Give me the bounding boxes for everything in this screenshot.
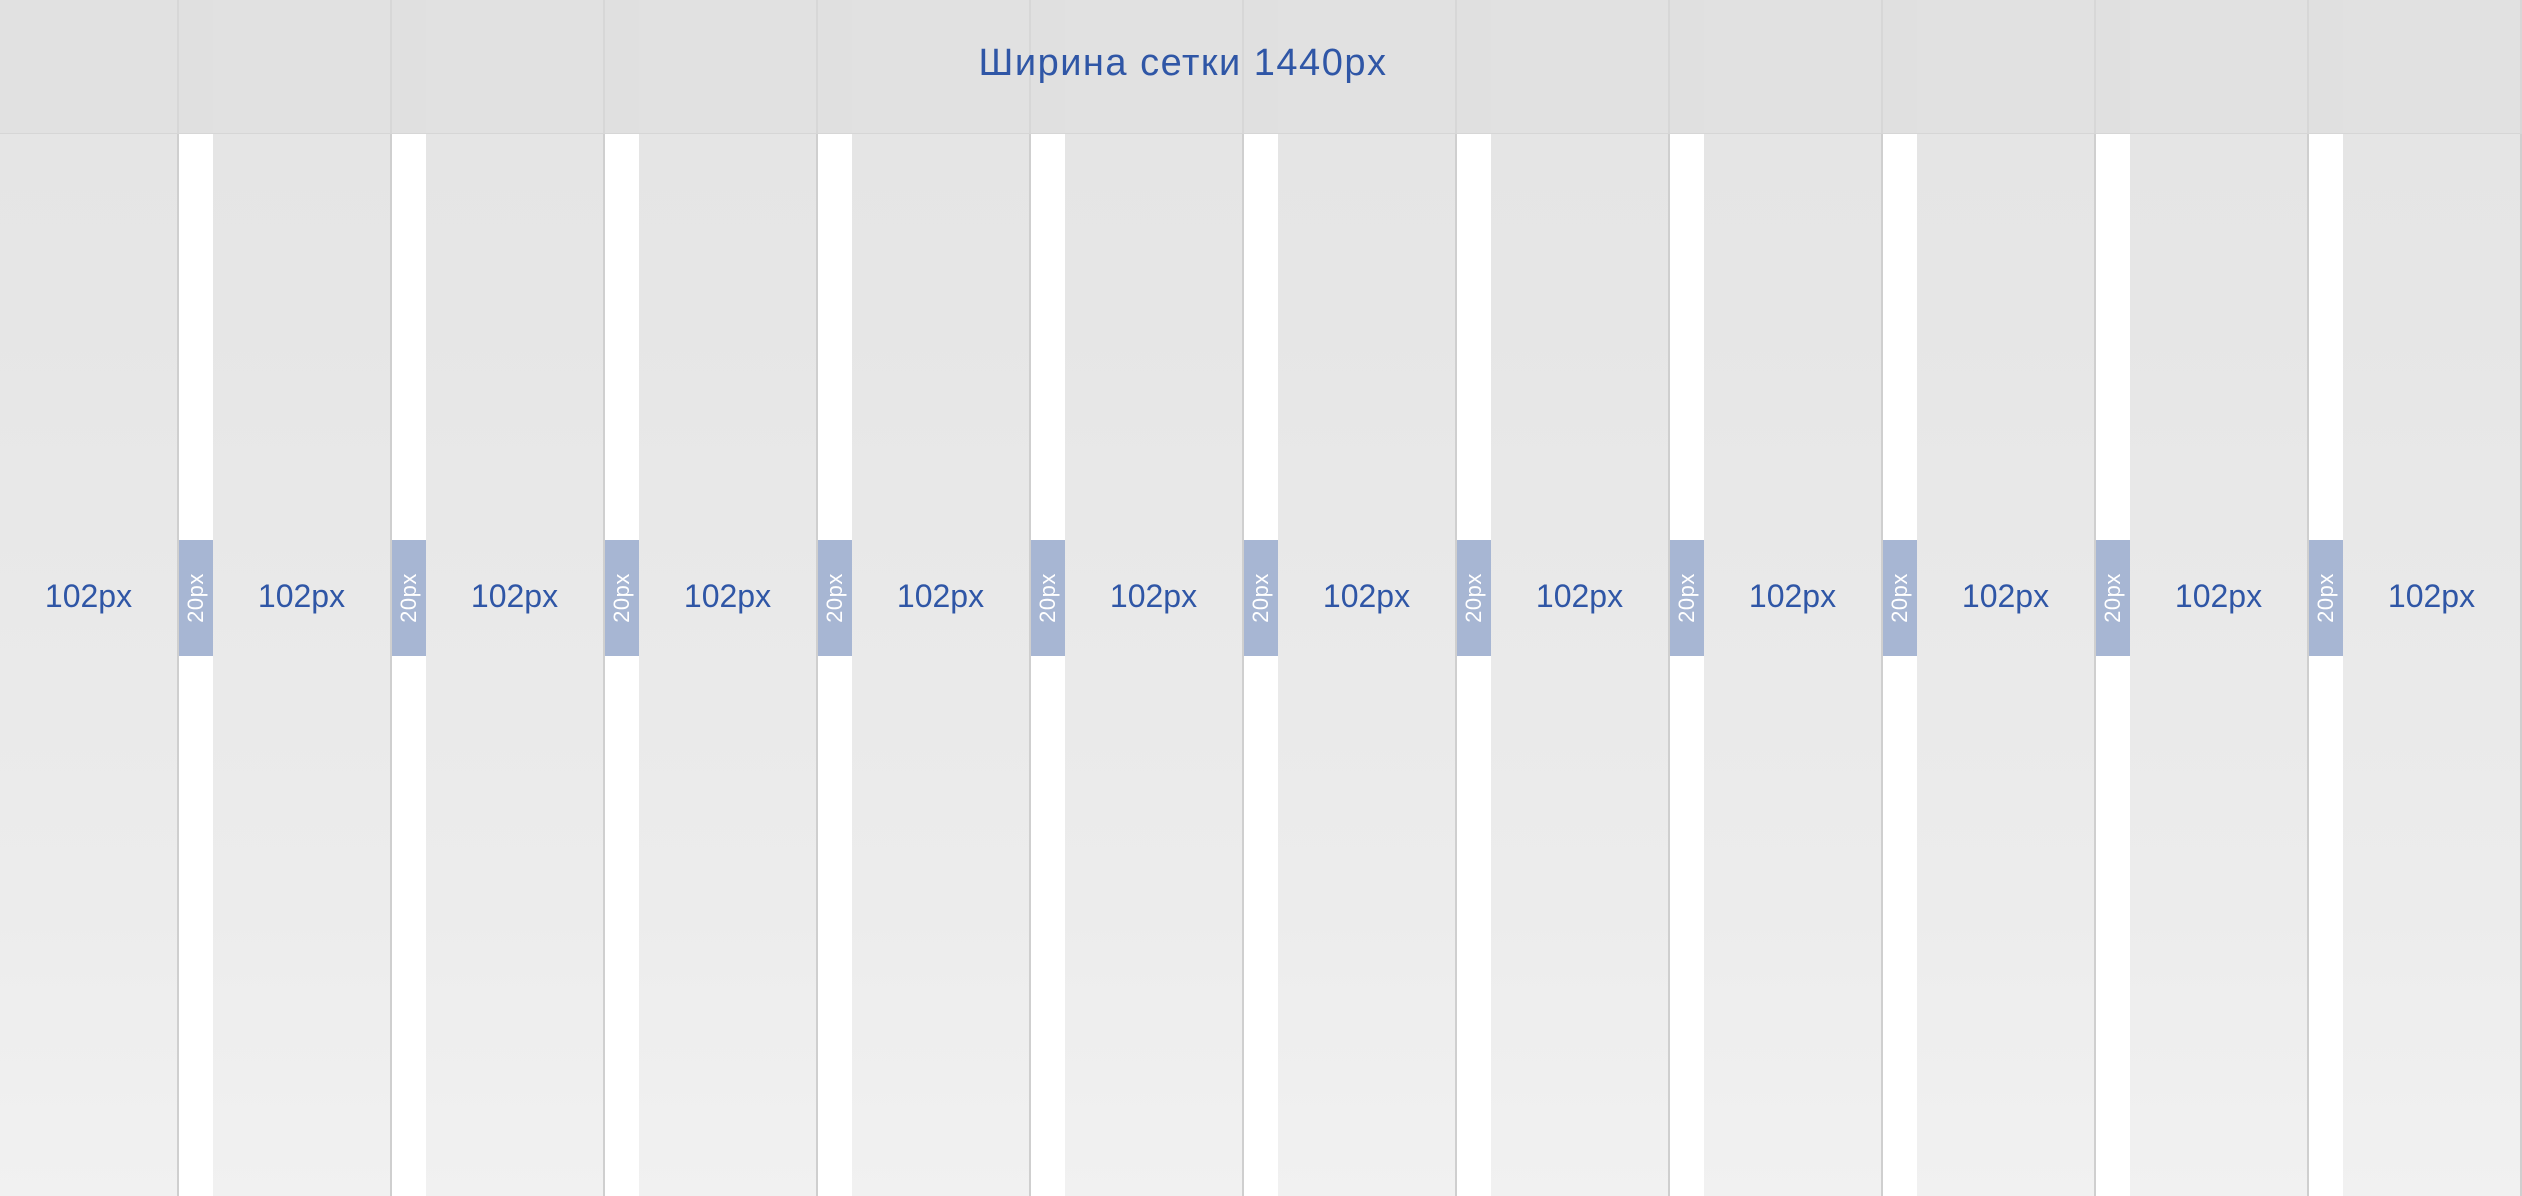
grid-column: 102px: [213, 0, 392, 1196]
grid-column: 102px: [426, 0, 605, 1196]
column-width-label: 102px: [44, 577, 133, 614]
grid-gutter: 20px: [1031, 0, 1065, 1196]
grid-column: 102px: [1704, 0, 1883, 1196]
grid-gutter: 20px: [1457, 0, 1491, 1196]
column-width-label: 102px: [470, 577, 559, 614]
column-width-label: 102px: [896, 577, 985, 614]
gutter-width-label: 20px: [1035, 573, 1060, 623]
gutter-width-badge: 20px: [818, 540, 852, 656]
gutter-width-label: 20px: [1461, 573, 1486, 623]
grid-column: 102px: [852, 0, 1031, 1196]
gutter-width-label: 20px: [609, 573, 634, 623]
gutter-width-badge: 20px: [605, 540, 639, 656]
column-width-label: 102px: [1748, 577, 1837, 614]
column-width-label: 102px: [1961, 577, 2050, 614]
grid-gutter: 20px: [818, 0, 852, 1196]
grid-column: 102px: [1917, 0, 2096, 1196]
gutter-width-badge: 20px: [1457, 540, 1491, 656]
gutter-width-label: 20px: [2100, 573, 2125, 623]
column-width-label: 102px: [683, 577, 772, 614]
gutter-width-label: 20px: [183, 573, 208, 623]
gutter-width-badge: 20px: [1031, 540, 1065, 656]
grid-column: 102px: [0, 0, 179, 1196]
grid-gutter: 20px: [1883, 0, 1917, 1196]
grid-column: 102px: [2343, 0, 2522, 1196]
grid-gutter: 20px: [2309, 0, 2343, 1196]
gutter-width-badge: 20px: [392, 540, 426, 656]
grid-gutter: 20px: [392, 0, 426, 1196]
grid-gutter: 20px: [605, 0, 639, 1196]
grid-gutter: 20px: [2096, 0, 2130, 1196]
column-width-label: 102px: [257, 577, 346, 614]
grid-width-title: Ширина сетки 1440px: [0, 42, 2522, 85]
gutter-width-label: 20px: [396, 573, 421, 623]
gutter-width-label: 20px: [1248, 573, 1273, 623]
grid-gutter: 20px: [179, 0, 213, 1196]
gutter-width-badge: 20px: [179, 540, 213, 656]
grid-column: 102px: [1491, 0, 1670, 1196]
column-width-label: 102px: [1535, 577, 1624, 614]
gutter-width-badge: 20px: [2096, 540, 2130, 656]
column-width-label: 102px: [1109, 577, 1198, 614]
column-width-label: 102px: [2174, 577, 2263, 614]
grid-gutter: 20px: [1244, 0, 1278, 1196]
gutter-width-label: 20px: [822, 573, 847, 623]
grid-column: 102px: [639, 0, 818, 1196]
grid-gutter: 20px: [1670, 0, 1704, 1196]
gutter-width-label: 20px: [2313, 573, 2338, 623]
column-width-label: 102px: [2387, 577, 2476, 614]
gutter-width-badge: 20px: [1670, 540, 1704, 656]
grid-width-title-text: Ширина сетки 1440px: [978, 42, 1388, 84]
grid-column: 102px: [1065, 0, 1244, 1196]
gutter-width-badge: 20px: [1883, 540, 1917, 656]
column-width-label: 102px: [1322, 577, 1411, 614]
grid-column: 102px: [1278, 0, 1457, 1196]
gutter-width-badge: 20px: [2309, 540, 2343, 656]
gutter-width-badge: 20px: [1244, 540, 1278, 656]
gutter-width-label: 20px: [1674, 573, 1699, 623]
gutter-width-label: 20px: [1887, 573, 1912, 623]
grid-column: 102px: [2130, 0, 2309, 1196]
